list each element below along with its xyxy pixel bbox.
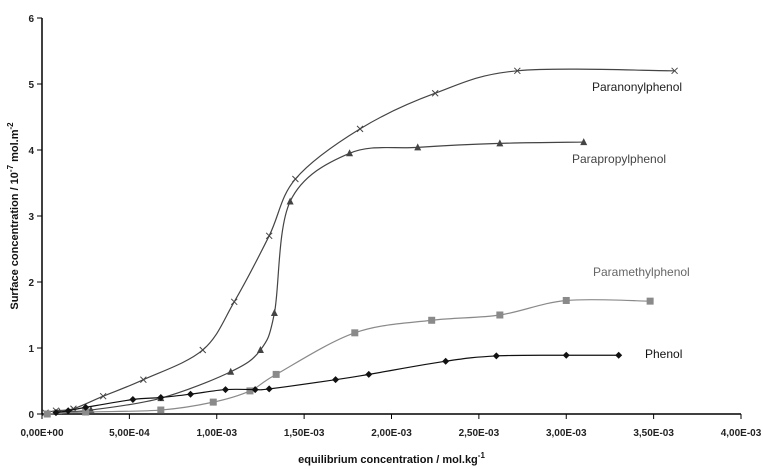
y-axis-title-unit-superscript: -2	[6, 122, 15, 130]
data-point-paramethylphenol	[157, 406, 165, 414]
y-tick-label: 4	[28, 146, 34, 157]
y-axis-title-text: Surface concentration / 10	[9, 172, 21, 310]
y-axis-title: Surface concentration / 10-7 mol.m-2	[6, 122, 21, 310]
data-point-paramethylphenol	[43, 410, 51, 418]
y-axis-title-unit: mol.m	[9, 129, 21, 165]
data-point-paranonylphenol	[356, 125, 364, 133]
data-point-parapropylphenol	[227, 367, 235, 375]
x-tick-label: 2,50E-03	[459, 428, 500, 439]
data-point-paranonylphenol	[199, 346, 207, 354]
series-label-paramethylphenol: Paramethylphenol	[593, 265, 690, 279]
data-point-paranonylphenol	[265, 232, 273, 240]
data-point-parapropylphenol	[496, 139, 504, 147]
data-point-paranonylphenol	[513, 67, 521, 75]
y-tick-label: 5	[28, 80, 34, 91]
data-point-paramethylphenol	[646, 297, 654, 305]
y-axis-title-superscript: -7	[6, 164, 15, 172]
series-line-paranonylphenol	[45, 68, 675, 414]
x-axis-title-superscript: -1	[478, 451, 486, 460]
data-point-phenol	[492, 352, 500, 360]
data-point-paranonylphenol	[140, 376, 147, 384]
x-tick-label: 3,50E-03	[633, 428, 674, 439]
data-point-paramethylphenol	[272, 370, 280, 378]
series-label-parapropylphenol: Parapropylphenol	[572, 152, 666, 166]
data-point-phenol	[615, 351, 623, 359]
x-tick-label: 3,00E-03	[546, 428, 587, 439]
data-point-phenol	[562, 351, 570, 359]
y-tick-label: 0	[28, 410, 34, 421]
axes	[41, 18, 741, 415]
x-axis-title-text: equilibrium concentration / mol.kg	[298, 454, 478, 466]
data-point-parapropylphenol	[346, 149, 354, 157]
data-point-paramethylphenol	[82, 408, 90, 416]
data-point-phenol	[442, 357, 450, 365]
series-line-paramethylphenol	[47, 298, 651, 415]
data-point-phenol	[265, 385, 273, 393]
data-point-paramethylphenol	[496, 311, 504, 319]
x-axis-ticks: 0,00E+00 5,00E-04 1,00E-03 1,50E-03 2,00E-03…	[20, 414, 762, 439]
data-point-paramethylphenol	[562, 296, 570, 304]
data-point-paramethylphenol	[246, 387, 254, 395]
data-point-phenol	[64, 407, 72, 415]
x-tick-label: 1,50E-03	[284, 428, 325, 439]
data-point-phenol	[82, 403, 90, 411]
data-point-phenol	[365, 370, 373, 378]
data-point-paramethylphenol	[209, 398, 217, 406]
data-point-phenol	[221, 386, 229, 394]
series-paramethylphenol	[43, 296, 654, 418]
series-parapropylphenol	[55, 138, 588, 416]
data-point-parapropylphenol	[286, 197, 294, 205]
y-tick-label: 6	[28, 14, 34, 25]
data-point-paranonylphenol	[292, 175, 299, 183]
x-axis-title: equilibrium concentration / mol.kg-1	[298, 451, 485, 466]
y-tick-label: 1	[28, 344, 34, 355]
data-point-paranonylphenol	[671, 67, 678, 75]
series-paranonylphenol	[42, 67, 678, 417]
series-line-parapropylphenol	[59, 141, 584, 413]
series-group	[42, 67, 678, 418]
series-labels: Paranonylphenol Parapropylphenol Paramethy…	[572, 80, 690, 361]
data-point-parapropylphenol	[580, 138, 588, 146]
data-point-paranonylphenol	[431, 89, 439, 97]
y-tick-label: 2	[28, 278, 34, 289]
x-tick-label: 1,00E-03	[196, 428, 237, 439]
data-point-parapropylphenol	[270, 309, 278, 317]
data-point-phenol	[187, 390, 195, 398]
data-point-phenol	[52, 409, 60, 417]
series-label-paranonylphenol: Paranonylphenol	[592, 80, 682, 94]
series-label-phenol: Phenol	[645, 347, 682, 361]
series-phenol	[52, 351, 623, 417]
data-point-phenol	[251, 386, 259, 394]
data-point-paranonylphenol	[230, 298, 238, 306]
data-point-parapropylphenol	[256, 345, 264, 353]
data-point-phenol	[332, 376, 340, 384]
y-tick-label: 3	[28, 212, 34, 223]
x-tick-label: 2,00E-03	[371, 428, 412, 439]
data-point-parapropylphenol	[414, 143, 422, 151]
data-point-paranonylphenol	[99, 392, 107, 400]
data-point-phenol	[157, 394, 165, 401]
y-axis-ticks: 0 1 2 3 4 5 6	[28, 14, 42, 421]
data-point-phenol	[129, 395, 137, 403]
series-line-phenol	[55, 354, 619, 414]
x-tick-label: 5,00E-04	[109, 428, 150, 439]
data-point-paramethylphenol	[351, 329, 359, 337]
data-point-paramethylphenol	[428, 316, 436, 324]
x-tick-label: 4,00E-03	[721, 428, 762, 439]
x-tick-label: 0,00E+00	[20, 428, 64, 439]
